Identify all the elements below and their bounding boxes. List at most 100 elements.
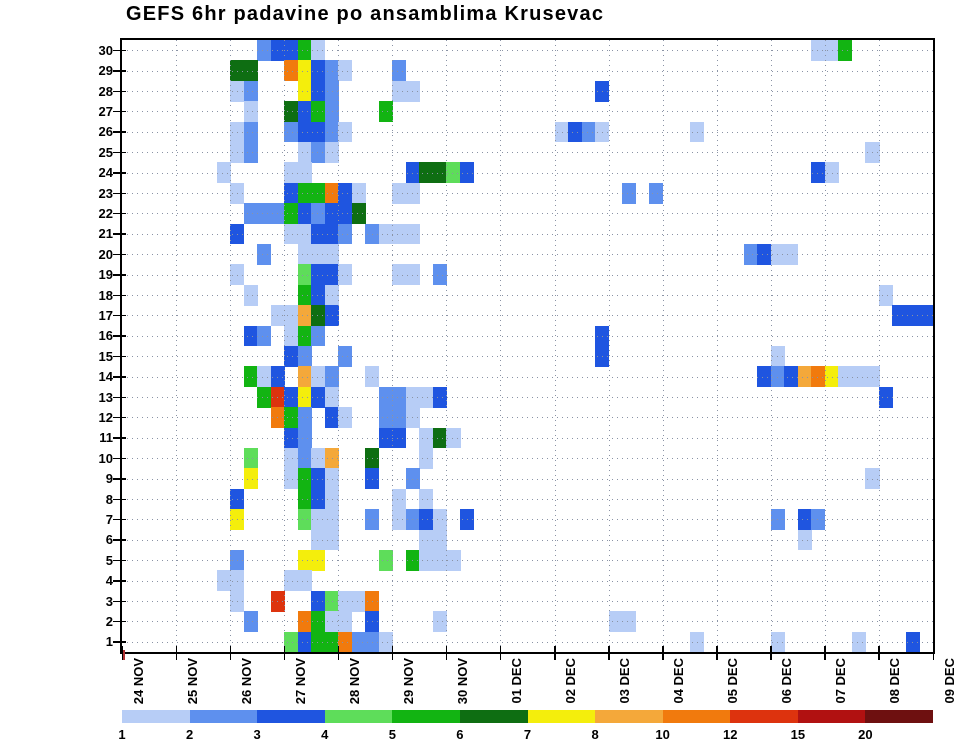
x-axis-label: 25 NOV [184, 658, 200, 705]
member-gridline [122, 274, 933, 276]
colorbar-label: 20 [858, 727, 873, 742]
x-axis-label: 09 DEC [941, 658, 957, 704]
y-axis-tick [113, 620, 126, 623]
colorbar-segment [797, 710, 866, 723]
member-gridline [122, 641, 933, 643]
colorbar-segment [662, 710, 731, 723]
y-axis-tick [113, 274, 126, 276]
y-axis-tick [113, 151, 126, 154]
day-gridline [716, 40, 718, 652]
y-axis-tick [113, 518, 126, 521]
y-axis-tick [113, 110, 126, 113]
member-gridline [122, 478, 933, 480]
x-axis-tick [932, 646, 934, 660]
y-axis-label: 12 [98, 409, 113, 425]
member-gridline [122, 295, 933, 296]
colorbar-label: 10 [655, 727, 670, 742]
x-axis-tick [554, 646, 556, 660]
member-gridline [122, 376, 933, 378]
x-axis-tick [391, 646, 394, 660]
colorbar-label: 2 [185, 727, 194, 742]
y-axis-tick [113, 457, 126, 460]
y-axis-label: 1 [105, 634, 113, 650]
x-axis-label: 04 DEC [671, 658, 687, 704]
day-gridline [770, 40, 772, 652]
y-axis-label: 28 [98, 83, 113, 99]
y-axis-label: 23 [98, 185, 113, 201]
y-axis-tick [113, 212, 126, 215]
y-axis-tick [113, 396, 126, 398]
x-axis-label: 05 DEC [725, 658, 741, 704]
colorbar-segment [527, 710, 596, 723]
member-gridline [122, 172, 933, 174]
x-axis-label: 30 NOV [454, 658, 470, 705]
y-axis-label: 15 [98, 348, 113, 364]
x-axis-label: 27 NOV [292, 658, 308, 705]
day-gridline [500, 40, 502, 652]
y-axis-tick [113, 172, 126, 174]
y-axis-tick [113, 416, 126, 419]
y-axis-label: 6 [105, 532, 113, 548]
member-gridline [122, 50, 933, 52]
y-axis-label: 19 [98, 267, 113, 283]
colorbar-label: 15 [790, 727, 806, 742]
y-axis-tick [113, 498, 126, 500]
colorbar-segment [189, 710, 258, 723]
member-gridline [122, 580, 933, 582]
member-gridline [122, 315, 933, 317]
member-gridline [122, 621, 933, 623]
y-axis-tick [113, 376, 126, 378]
y-axis-tick [113, 294, 126, 296]
day-gridline [824, 40, 826, 652]
y-axis-label: 10 [98, 450, 113, 466]
y-axis-label: 13 [98, 389, 113, 405]
colorbar-segment [324, 710, 393, 723]
y-axis-label: 27 [98, 103, 113, 119]
y-axis-tick [113, 539, 126, 541]
y-axis-tick [113, 192, 126, 194]
x-axis-tick [445, 646, 448, 660]
x-axis-tick [770, 646, 772, 660]
x-axis-tick [878, 646, 880, 660]
y-axis-tick [113, 70, 126, 72]
day-gridline [554, 40, 556, 652]
member-gridline [122, 213, 933, 215]
y-axis-tick [113, 641, 126, 643]
member-gridline [122, 560, 933, 562]
y-axis-label: 29 [98, 63, 113, 79]
day-gridline [446, 40, 448, 652]
y-axis-tick [113, 580, 126, 582]
x-axis-label: 02 DEC [563, 658, 579, 704]
x-axis-label: 06 DEC [779, 658, 795, 704]
member-gridline [122, 233, 933, 235]
x-axis-label: 07 DEC [833, 658, 849, 704]
colorbar-label: 8 [591, 727, 599, 742]
colorbar-segment [257, 710, 326, 723]
y-axis-tick [113, 131, 126, 133]
y-axis-label: 5 [105, 552, 113, 568]
x-axis-label: 26 NOV [238, 658, 254, 705]
colorbar-label: 6 [456, 727, 464, 742]
x-axis-tick [283, 646, 286, 660]
y-axis-tick [113, 559, 126, 562]
x-axis-label: 29 NOV [400, 658, 416, 705]
colorbar-label: 1 [118, 727, 126, 742]
colorbar-label: 4 [321, 727, 329, 742]
member-gridline [122, 254, 933, 256]
y-axis-tick [113, 335, 126, 337]
day-gridline [608, 40, 610, 652]
colorbar-segment [730, 710, 799, 723]
y-axis-tick [113, 90, 126, 92]
y-axis-label: 9 [105, 471, 113, 487]
y-axis-label: 2 [105, 613, 113, 629]
member-gridline [122, 499, 933, 500]
member-gridline [122, 539, 933, 541]
x-axis-tick [175, 646, 178, 660]
x-axis-tick [608, 646, 610, 660]
y-axis-label: 24 [98, 165, 113, 181]
day-gridline [662, 40, 664, 652]
colorbar-segment [392, 710, 461, 723]
y-axis-label: 25 [98, 144, 113, 160]
y-axis-tick [113, 355, 126, 358]
